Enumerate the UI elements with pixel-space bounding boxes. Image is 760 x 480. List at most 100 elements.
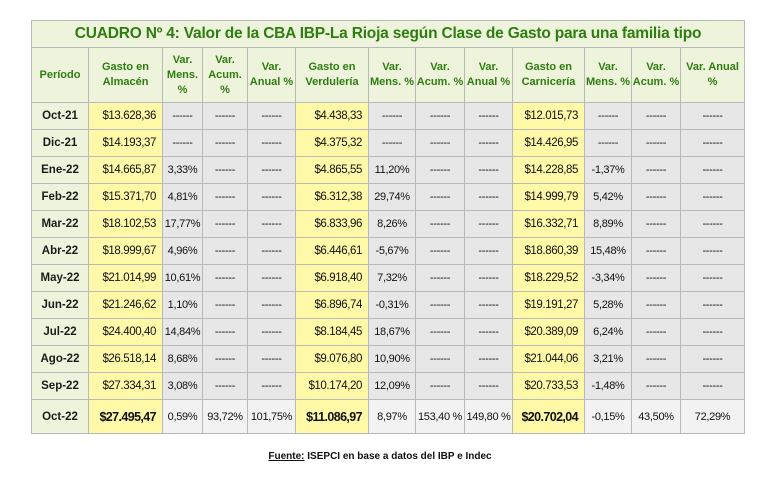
verduleria-gasto-cell: $6.833,96 — [295, 210, 369, 238]
almacen-var-mens-cell: 10,61% — [162, 264, 203, 292]
carniceria-var-mens-cell: 8,89% — [584, 210, 632, 238]
verduleria-gasto-cell: $4.438,33 — [295, 102, 369, 130]
verduleria-var-acum-cell: ------ — [415, 264, 465, 292]
verduleria-var-anual-cell: ------ — [464, 129, 513, 157]
carniceria-var-anual-cell: ------ — [679, 318, 746, 346]
carniceria-var-anual-cell: ------ — [679, 291, 746, 319]
carniceria-var-mens-cell: 15,48% — [584, 237, 632, 265]
period-cell: Oct-21 — [31, 102, 89, 130]
table-container: CUADRO Nº 4: Valor de la CBA IBP-La Rioj… — [30, 20, 746, 434]
carniceria-var-anual-cell: ------ — [679, 129, 746, 157]
carniceria-var-mens-cell: ------ — [584, 129, 632, 157]
period-cell: May-22 — [31, 264, 89, 292]
verduleria-var-acum-cell: ------ — [415, 129, 465, 157]
almacen-var-anual-cell: ------ — [247, 129, 296, 157]
table-title: CUADRO Nº 4: Valor de la CBA IBP-La Rioj… — [30, 20, 746, 48]
verduleria-var-anual-cell: ------ — [464, 264, 513, 292]
almacen-gasto-cell: $26.518,14 — [88, 345, 163, 373]
carniceria-gasto-cell: $19.191,27 — [512, 291, 585, 319]
carniceria-gasto-cell: $20.702,04 — [512, 399, 585, 434]
verduleria-var-mens-cell: 8,26% — [368, 210, 416, 238]
verduleria-gasto-cell: $4.375,32 — [295, 129, 369, 157]
table-row: Feb-22 $15.371,70 4,81% ------ ------ $6.312,… — [31, 183, 746, 211]
table-row: May-22 $21.014,99 10,61% ------ ------ $6.918… — [31, 264, 746, 292]
table-row: Ene-22 $14.665,87 3,33% ------ ------ $4.865,… — [31, 156, 746, 184]
almacen-var-anual-cell: ------ — [247, 237, 296, 265]
almacen-var-mens-cell: 4,96% — [162, 237, 203, 265]
almacen-gasto-cell: $15.371,70 — [88, 183, 163, 211]
carniceria-gasto-cell: $14.228,85 — [512, 156, 585, 184]
verduleria-var-anual-cell: ------ — [464, 237, 513, 265]
header-var-anual: Var. Anual % — [247, 47, 296, 103]
verduleria-var-mens-cell: 10,90% — [368, 345, 416, 373]
almacen-var-acum-cell: ------ — [202, 210, 248, 238]
verduleria-var-anual-cell: ------ — [464, 102, 513, 130]
carniceria-var-acum-cell: 43,50% — [631, 399, 681, 434]
almacen-var-anual-cell: ------ — [247, 156, 296, 184]
carniceria-var-anual-cell: ------ — [679, 183, 746, 211]
almacen-gasto-cell: $27.334,31 — [88, 372, 163, 400]
almacen-var-acum-cell: ------ — [202, 183, 248, 211]
period-cell: Abr-22 — [31, 237, 89, 265]
header-gasto-verduleria: Gasto en Verdulería — [295, 47, 369, 103]
carniceria-gasto-cell: $14.426,95 — [512, 129, 585, 157]
carniceria-var-mens-cell: ------ — [584, 102, 632, 130]
table-row: Abr-22 $18.999,67 4,96% ------ ------ $6.446,… — [31, 237, 746, 265]
verduleria-var-acum-cell: ------ — [415, 210, 465, 238]
verduleria-gasto-cell: $6.446,61 — [295, 237, 369, 265]
verduleria-var-mens-cell: -5,67% — [368, 237, 416, 265]
carniceria-var-anual-cell: ------ — [679, 102, 746, 130]
period-cell: Oct-22 — [31, 399, 89, 434]
almacen-var-anual-cell: ------ — [247, 372, 296, 400]
almacen-var-acum-cell: ------ — [202, 264, 248, 292]
verduleria-var-anual-cell: ------ — [464, 291, 513, 319]
almacen-gasto-cell: $13.628,36 — [88, 102, 163, 130]
almacen-var-acum-cell: ------ — [202, 291, 248, 319]
carniceria-gasto-cell: $20.389,09 — [512, 318, 585, 346]
source-note: Fuente: ISEPCI en base a datos del IBP e… — [0, 451, 760, 462]
almacen-var-mens-cell: 3,08% — [162, 372, 203, 400]
period-cell: Sep-22 — [31, 372, 89, 400]
table-row: Dic-21 $14.193,37 ------ ------ ------ $4.375… — [31, 129, 746, 157]
period-cell: Jul-22 — [31, 318, 89, 346]
almacen-var-mens-cell: ------ — [162, 102, 203, 130]
almacen-var-anual-cell: ------ — [247, 102, 296, 130]
header-var-mens: Var. Mens. % — [162, 47, 203, 103]
carniceria-var-anual-cell: ------ — [679, 237, 746, 265]
period-cell: Feb-22 — [31, 183, 89, 211]
carniceria-var-anual-cell: ------ — [679, 264, 746, 292]
carniceria-var-mens-cell: -3,34% — [584, 264, 632, 292]
almacen-var-acum-cell: ------ — [202, 372, 248, 400]
period-cell: Dic-21 — [31, 129, 89, 157]
carniceria-gasto-cell: $20.733,53 — [512, 372, 585, 400]
verduleria-var-mens-cell: 11,20% — [368, 156, 416, 184]
table-row: Ago-22 $26.518,14 8,68% ------ ------ $9.076,… — [31, 345, 746, 373]
carniceria-gasto-cell: $16.332,71 — [512, 210, 585, 238]
almacen-var-acum-cell: ------ — [202, 102, 248, 130]
almacen-var-mens-cell: 3,33% — [162, 156, 203, 184]
almacen-var-mens-cell: 1,10% — [162, 291, 203, 319]
verduleria-var-mens-cell: 7,32% — [368, 264, 416, 292]
almacen-var-mens-cell: 4,81% — [162, 183, 203, 211]
carniceria-var-acum-cell: ------ — [631, 156, 681, 184]
table-body: Oct-21 $13.628,36 ------ ------ ------ $4.438… — [31, 102, 746, 434]
table-row: Sep-22 $27.334,31 3,08% ------ ------ $10.174… — [31, 372, 746, 400]
carniceria-var-acum-cell: ------ — [631, 183, 681, 211]
almacen-var-mens-cell: 8,68% — [162, 345, 203, 373]
almacen-var-anual-cell: ------ — [247, 345, 296, 373]
header-var-mens: Var. Mens. % — [368, 47, 416, 103]
verduleria-var-acum-cell: ------ — [415, 372, 465, 400]
verduleria-var-acum-cell: ------ — [415, 183, 465, 211]
carniceria-gasto-cell: $14.999,79 — [512, 183, 585, 211]
almacen-var-mens-cell: 0,59% — [162, 399, 203, 434]
table-row: Jun-22 $21.246,62 1,10% ------ ------ $6.896,… — [31, 291, 746, 319]
table-row: Jul-22 $24.400,40 14,84% ------ ------ $8.184… — [31, 318, 746, 346]
carniceria-var-acum-cell: ------ — [631, 372, 681, 400]
carniceria-var-mens-cell: -1,48% — [584, 372, 632, 400]
almacen-gasto-cell: $18.999,67 — [88, 237, 163, 265]
verduleria-gasto-cell: $6.896,74 — [295, 291, 369, 319]
verduleria-var-acum-cell: ------ — [415, 156, 465, 184]
carniceria-var-anual-cell: ------ — [679, 210, 746, 238]
verduleria-var-mens-cell: ------ — [368, 102, 416, 130]
header-var-mens: Var. Mens. % — [584, 47, 632, 103]
